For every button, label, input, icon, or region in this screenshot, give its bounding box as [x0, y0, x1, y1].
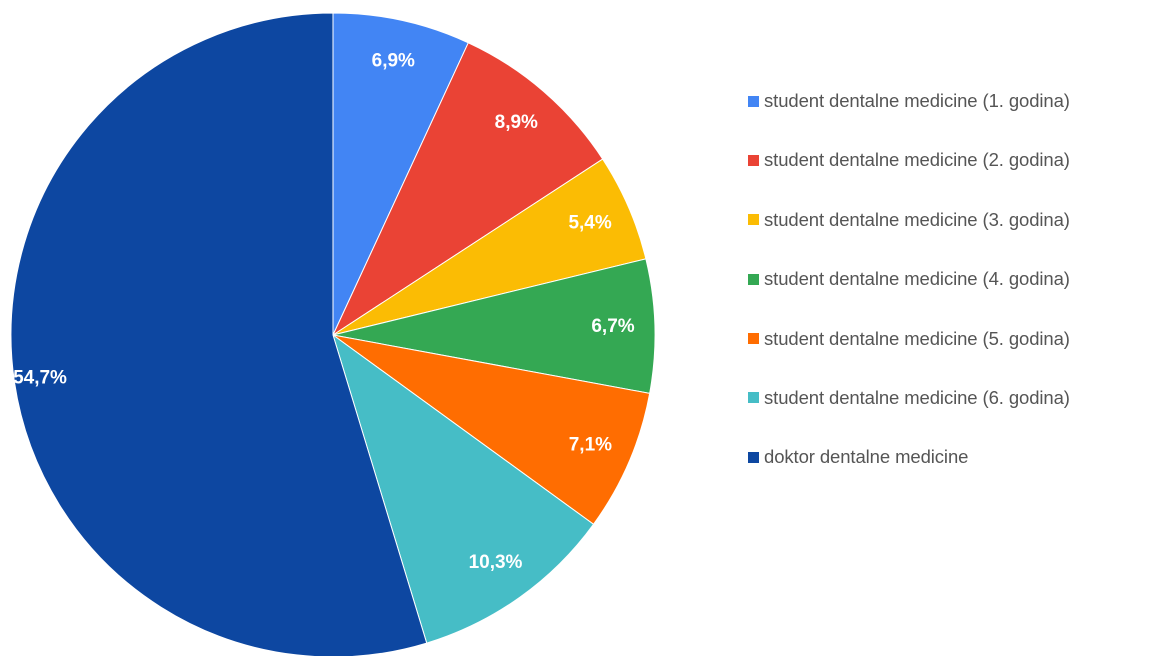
legend-item[interactable]: doktor dentalne medicine: [748, 442, 1152, 472]
pie-slice[interactable]: [332, 334, 651, 525]
legend-swatch: [748, 95, 759, 107]
legend-label: student dentalne medicine (3. godina): [764, 208, 1070, 230]
slice-label: 54,7%: [13, 368, 67, 389]
pie-slice[interactable]: [332, 12, 469, 336]
slice-label: 5,4%: [568, 213, 611, 234]
legend-item[interactable]: student dentalne medicine (6. godina): [748, 383, 1152, 413]
slice-label: 7,1%: [569, 434, 612, 455]
legend-swatch: [748, 214, 759, 226]
legend-item[interactable]: student dentalne medicine (1. godina): [748, 86, 1152, 116]
slice-label: 10,3%: [469, 552, 523, 573]
slice-label: 8,9%: [495, 112, 538, 133]
legend-label: student dentalne medicine (2. godina): [764, 149, 1070, 171]
legend-label: student dentalne medicine (4. godina): [764, 268, 1070, 290]
pie-slice[interactable]: [10, 12, 428, 656]
legend-label: doktor dentalne medicine: [764, 446, 969, 468]
legend-item[interactable]: student dentalne medicine (5. godina): [748, 324, 1152, 354]
legend-item[interactable]: student dentalne medicine (4. godina): [748, 264, 1152, 294]
pie-slice[interactable]: [332, 258, 656, 394]
legend-swatch: [748, 451, 759, 463]
legend-label: student dentalne medicine (6. godina): [764, 386, 1070, 408]
pie-slice[interactable]: [331, 42, 604, 337]
slice-label: 6,7%: [591, 316, 634, 337]
chart-legend: student dentalne medicine (1. godina) stu…: [748, 86, 1152, 502]
legend-label: student dentalne medicine (5. godina): [764, 327, 1070, 349]
pie-slice-labels: 6,9% 8,9% 5,4% 6,7% 7,1% 10,3% 54,7%: [13, 50, 635, 573]
legend-swatch: [748, 333, 759, 345]
legend-swatch: [748, 273, 759, 285]
legend-label: student dentalne medicine (1. godina): [764, 90, 1070, 111]
pie-slices: [10, 12, 656, 656]
legend-swatch: [748, 392, 759, 404]
legend-item[interactable]: student dentalne medicine (3. godina): [748, 205, 1152, 235]
slice-label: 6,9%: [372, 50, 415, 71]
legend-swatch: [748, 154, 759, 166]
legend-item[interactable]: student dentalne medicine (2. godina): [748, 145, 1152, 175]
pie-slice[interactable]: [332, 333, 595, 644]
